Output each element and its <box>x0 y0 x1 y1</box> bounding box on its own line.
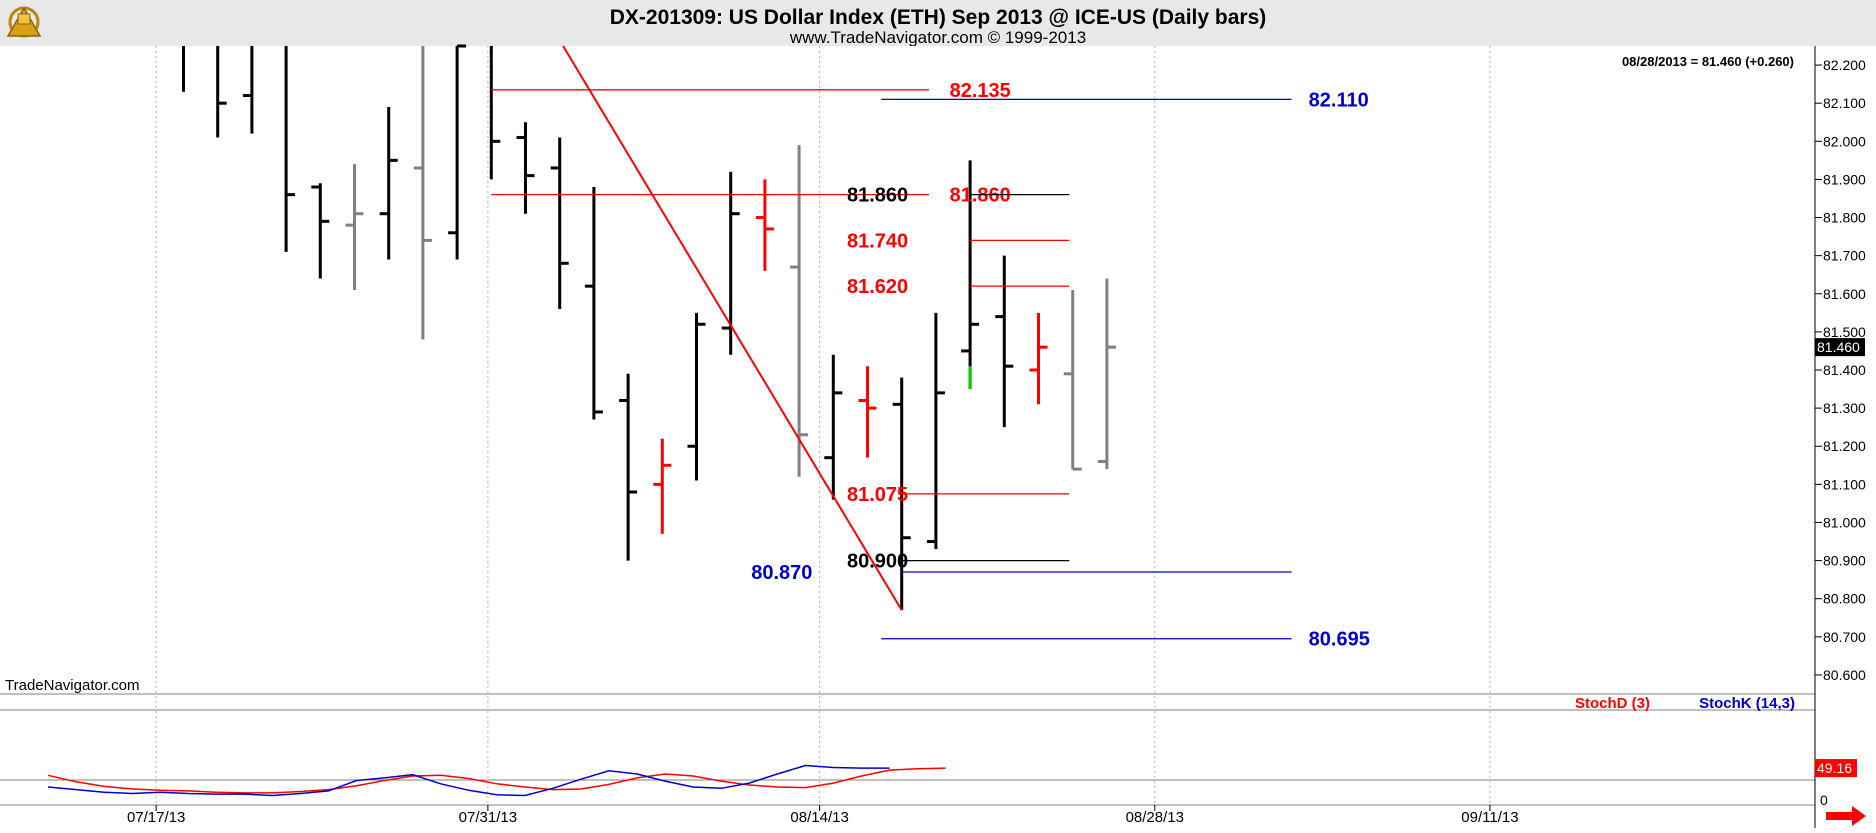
last-price-readout: 08/28/2013 = 81.460 (+0.260) <box>1622 54 1794 69</box>
plot-area <box>0 46 1815 694</box>
ohlc-bar-6 <box>379 106 398 260</box>
y-tick-label-0: 82.200 <box>1823 57 1866 73</box>
ohlc-bar-12 <box>584 187 603 420</box>
y-tick-label-8: 81.400 <box>1823 362 1866 378</box>
last-price-tag-label: 81.460 <box>1817 339 1860 355</box>
ohlc-bar-5 <box>345 164 364 290</box>
ohlc-bar-14 <box>653 438 672 534</box>
ohlc-bar-18 <box>790 145 809 477</box>
ohlc-bar-27 <box>1097 278 1116 470</box>
watermark-label: TradeNavigator.com <box>5 677 140 694</box>
level-label-3: 81.860 <box>847 185 908 207</box>
stoch-d-line <box>47 767 946 794</box>
level-label-0: 82.135 <box>950 80 1011 102</box>
y-tick-label-15: 80.700 <box>1823 629 1866 645</box>
time-axis: 07/17/13 07/31/13 08/14/13 08/28/13 09/11/13 <box>127 805 1519 826</box>
stoch-value-tag <box>1815 759 1857 778</box>
y-tick-label-13: 80.900 <box>1823 553 1866 569</box>
stoch-d-label: StochD (3) <box>1575 695 1650 712</box>
y-tick-label-11: 81.100 <box>1823 476 1866 492</box>
stoch-axis-tick-0: 0 <box>1820 792 1828 808</box>
level-label-8: 80.870 <box>751 562 812 584</box>
right-arrow-icon[interactable] <box>1826 806 1866 826</box>
ohlc-bar-22 <box>926 312 945 550</box>
x-tick-label-1: 07/31/13 <box>459 809 517 826</box>
y-tick-label-5: 81.700 <box>1823 248 1866 264</box>
ohlc-bar-11 <box>550 137 569 310</box>
level-label-2: 81.860 <box>950 185 1011 207</box>
y-tick-label-12: 81.000 <box>1823 514 1866 530</box>
price-axis: 82.200 82.100 82.000 81.900 81.800 81.700 81.6… <box>1815 57 1866 683</box>
stoch-k-label: StochK (14,3) <box>1699 695 1795 712</box>
ohlc-bar-10 <box>516 122 535 214</box>
price-levels: 82.135 82.110 81.860 81.860 81.740 81.620 81.0… <box>491 80 1370 651</box>
x-tick-label-3: 08/28/13 <box>1126 809 1184 826</box>
y-tick-label-10: 81.200 <box>1823 438 1866 454</box>
x-tick-label-4: 09/11/13 <box>1461 809 1518 826</box>
ohlc-bar-1 <box>216 46 227 138</box>
ohlc-bar-4 <box>311 183 330 279</box>
level-label-6: 81.075 <box>847 484 908 506</box>
ohlc-bar-19 <box>824 354 843 500</box>
trendline <box>562 45 903 611</box>
y-tick-label-16: 80.600 <box>1823 667 1866 683</box>
level-label-5: 81.620 <box>847 276 908 298</box>
x-tick-label-0: 07/17/13 <box>127 809 185 826</box>
trendline-group <box>562 45 903 611</box>
ohlc-bar-25 <box>1029 312 1048 405</box>
y-tick-label-14: 80.800 <box>1823 591 1866 607</box>
level-label-1: 82.110 <box>1309 89 1369 111</box>
chart-title: DX-201309: US Dollar Index (ETH) Sep 201… <box>610 6 1267 29</box>
header-bar <box>0 0 1876 46</box>
vertical-grid <box>155 46 1491 805</box>
y-tick-label-1: 82.100 <box>1823 95 1866 111</box>
y-tick-label-3: 81.900 <box>1823 171 1866 187</box>
ohlc-bar-23 <box>961 160 980 390</box>
x-tick-label-2: 08/14/13 <box>790 809 848 826</box>
y-tick-label-6: 81.600 <box>1823 286 1866 302</box>
y-tick-label-4: 81.800 <box>1823 210 1866 226</box>
ohlc-bar-26 <box>1063 289 1082 471</box>
level-label-4: 81.740 <box>847 230 908 252</box>
ohlc-bar-20 <box>858 366 877 458</box>
stochastic-pane: 049.16 <box>47 759 1857 808</box>
level-label-9: 80.695 <box>1309 629 1370 651</box>
ohlc-bars <box>182 44 1116 611</box>
sextant-logo-icon <box>6 6 42 38</box>
y-tick-label-7: 81.500 <box>1823 324 1866 340</box>
ohlc-bar-7 <box>413 46 432 340</box>
chart-subtitle: www.TradeNavigator.com © 1999-2013 <box>789 28 1086 47</box>
y-tick-label-2: 82.000 <box>1823 133 1866 149</box>
ohlc-bar-9 <box>489 46 501 180</box>
y-tick-label-9: 81.300 <box>1823 400 1866 416</box>
ohlc-bar-8 <box>448 44 467 260</box>
ohlc-bar-24 <box>995 255 1014 428</box>
last-price-tag <box>1815 338 1865 357</box>
stoch-value-tag-label: 49.16 <box>1817 760 1852 776</box>
ohlc-bar-2 <box>242 46 254 134</box>
ohlc-bar-3 <box>284 46 296 252</box>
ohlc-bar-15 <box>687 312 706 481</box>
stoch-k-line <box>47 764 890 797</box>
ohlc-bar-13 <box>619 373 638 561</box>
level-label-7: 80.900 <box>847 551 908 573</box>
